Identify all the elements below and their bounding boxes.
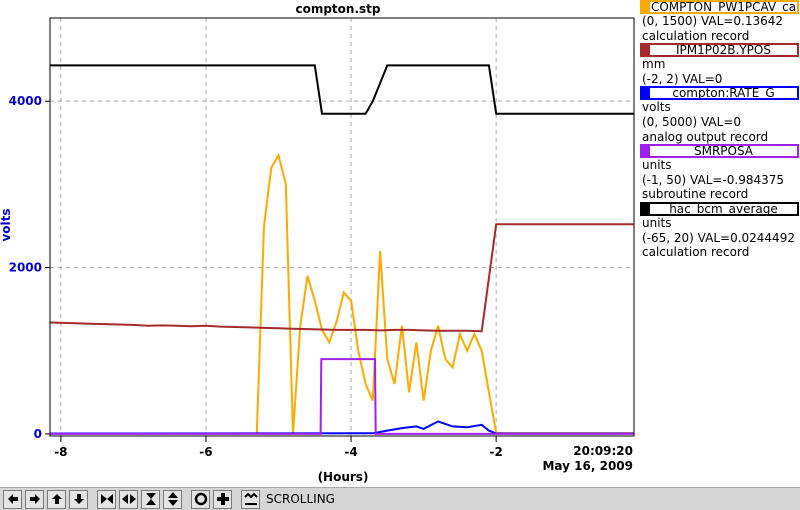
- series-compton-rate-g-line: [49, 420, 634, 435]
- autoscale-button[interactable]: [191, 489, 210, 509]
- y-axis-label: volts: [0, 208, 13, 241]
- timestamp-time: 20:09:20: [573, 444, 633, 458]
- legend-entry: compton:RATE_G volts (0, 5000) VAL=0 analog…: [640, 86, 800, 144]
- legend-detail: (-65, 20) VAL=0.0244492: [642, 230, 795, 245]
- legend-entry: hac_bcm_average units (-65, 20) VAL=0.0244…: [640, 201, 800, 260]
- series-layer: [49, 64, 634, 435]
- legend-detail: (-2, 2) VAL=0: [642, 71, 723, 86]
- y-tick-label: 2000: [9, 261, 42, 275]
- series-hac-bcm-average-line: [50, 64, 634, 115]
- legend-series-name[interactable]: compton:RATE_G: [640, 86, 799, 101]
- autoscale-icon: [194, 492, 207, 506]
- arrow-right-icon: [29, 494, 40, 504]
- legend-detail: volts: [642, 100, 671, 115]
- arrow-left-button[interactable]: [3, 489, 22, 509]
- arrow-left-icon: [7, 494, 18, 504]
- zoom-out-y-icon: [167, 492, 178, 506]
- arrow-right-button[interactable]: [25, 489, 44, 509]
- arrow-down-button[interactable]: [69, 489, 88, 509]
- y-axis: 0 2000 4000: [9, 94, 50, 441]
- toolbar-buttons: [0, 489, 260, 509]
- arrow-up-icon: [51, 494, 62, 504]
- legend-detail: (-1, 50) VAL=-0.984375: [642, 172, 785, 187]
- zoom-in-y-button[interactable]: [141, 489, 160, 509]
- legend-entry: IPM1P02B.YPOS mm (-2, 2) VAL=0: [640, 43, 800, 86]
- x-tick-label: -8: [54, 445, 67, 459]
- add-icon: [216, 493, 229, 505]
- status-text: SCROLLING: [266, 492, 335, 506]
- x-tick-label: -4: [344, 445, 357, 459]
- chart-area: compton.stp -8 -6 -4 -2 0 2000 4000 volts (Ho…: [0, 2, 635, 484]
- x-axis: -8 -6 -4 -2: [54, 436, 503, 459]
- legend-detail: analog output record: [642, 129, 769, 144]
- series-ipm1p02b-ypos-line: [49, 223, 634, 333]
- toolbar: SCROLLING: [0, 487, 800, 510]
- add-button[interactable]: [213, 489, 232, 509]
- zoom-in-x-button[interactable]: [97, 489, 116, 509]
- legend-detail: calculation record: [642, 245, 750, 260]
- legend-detail: units: [642, 215, 672, 230]
- zoom-in-y-icon: [145, 493, 156, 505]
- legend-entry: SMRPOSA units (-1, 50) VAL=-0.984375 subrou…: [640, 144, 800, 202]
- legend-entry: COMPTON_PW1PCAV_ca (0, 1500) VAL=0.13642 c…: [640, 0, 800, 43]
- x-tick-label: -2: [489, 445, 502, 459]
- chart-title: compton.stp: [295, 2, 380, 16]
- y-tick-label: 0: [34, 427, 42, 441]
- legend-detail: mm: [642, 57, 666, 72]
- x-axis-label: (Hours): [318, 470, 369, 484]
- zoom-in-x-icon: [100, 494, 113, 504]
- arrow-up-button[interactable]: [47, 489, 66, 509]
- x-tick-label: -6: [199, 445, 212, 459]
- legend-detail: subroutine record: [642, 187, 749, 202]
- series-smrposa-line: [50, 358, 634, 435]
- legend-series-name[interactable]: IPM1P02B.YPOS: [640, 43, 799, 58]
- y-tick-label: 4000: [9, 94, 42, 108]
- zoom-out-y-button[interactable]: [163, 489, 182, 509]
- stop-scroll-button[interactable]: [241, 489, 260, 509]
- legend-series-name[interactable]: COMPTON_PW1PCAV_ca: [640, 0, 799, 14]
- arrow-down-icon: [73, 494, 84, 504]
- zoom-out-x-icon: [121, 494, 136, 504]
- stop-scroll-icon: [243, 492, 258, 505]
- timestamp-date: May 16, 2009: [542, 459, 633, 473]
- legend-detail: calculation record: [642, 28, 750, 43]
- legend-series-name[interactable]: SMRPOSA: [640, 144, 799, 159]
- plot-frame: [49, 17, 635, 437]
- legend-detail: (0, 5000) VAL=0: [642, 114, 742, 129]
- zoom-out-x-button[interactable]: [119, 489, 138, 509]
- legend-detail: units: [642, 158, 672, 173]
- legend-detail: (0, 1500) VAL=0.13642: [642, 14, 783, 28]
- series-compton-pw1pcav-ca-line: [50, 152, 634, 435]
- legend: COMPTON_PW1PCAV_ca (0, 1500) VAL=0.13642 c…: [640, 0, 800, 487]
- legend-series-name[interactable]: hac_bcm_average: [640, 201, 799, 216]
- grid: [50, 18, 634, 436]
